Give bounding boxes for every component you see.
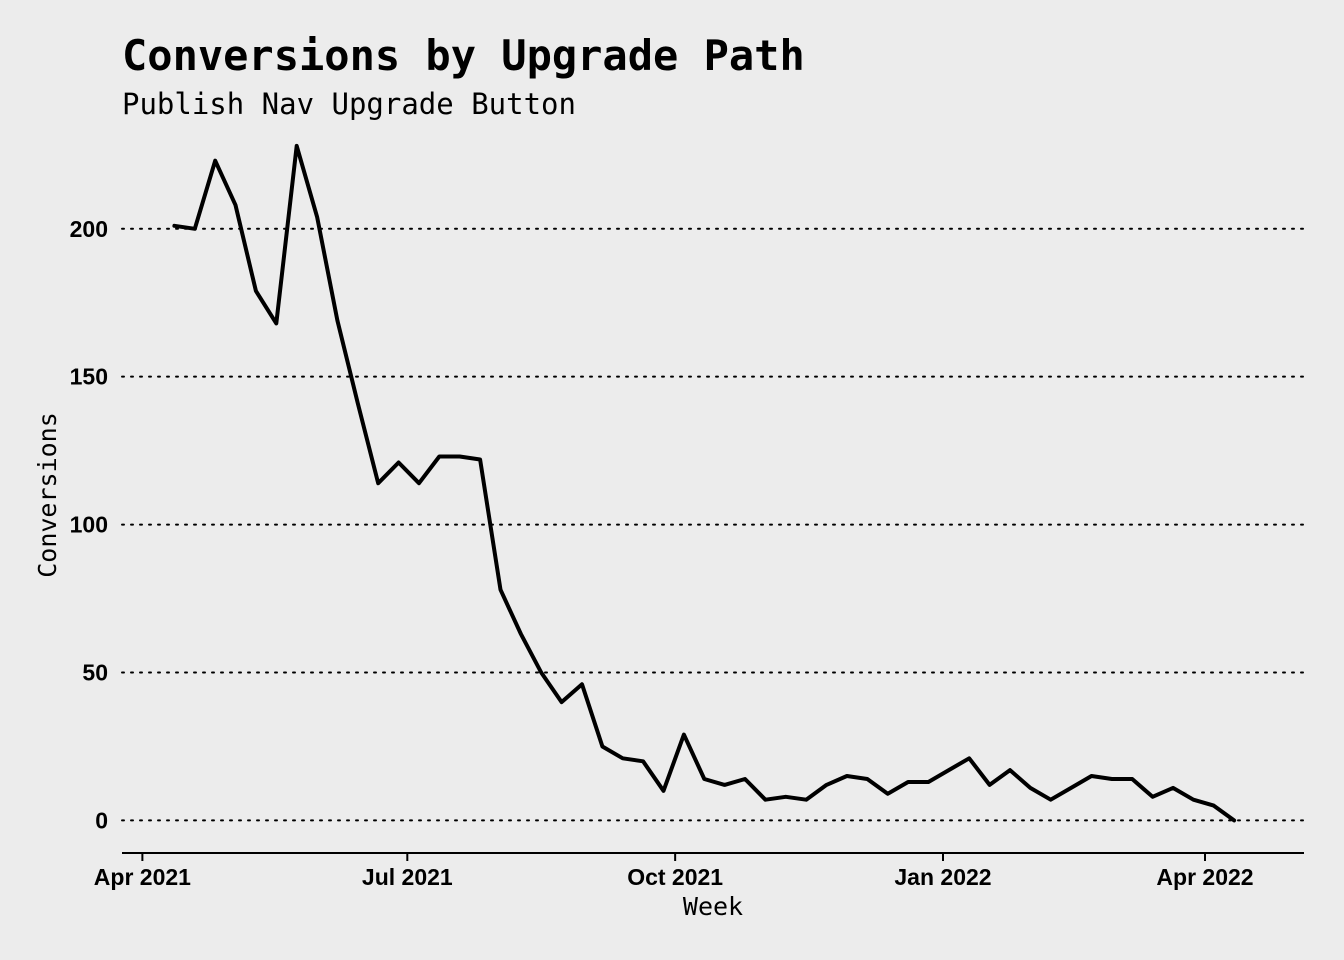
chart-title: Conversions by Upgrade Path <box>122 31 805 80</box>
axes: 0 50 100 150 200 Apr 2021 Jul 2021 Oct 2021 Jan … <box>70 216 1304 890</box>
y-tick-label: 100 <box>70 512 108 538</box>
y-tick-label: 0 <box>95 807 108 833</box>
series-line-0 <box>172 143 1237 823</box>
x-tick-label: Apr 2021 <box>94 864 191 890</box>
gridlines <box>121 227 1305 822</box>
chart-subtitle: Publish Nav Upgrade Button <box>122 87 576 121</box>
x-tick-label: Jan 2022 <box>894 864 991 890</box>
y-axis-title: Conversions <box>33 412 62 578</box>
y-tick-label: 50 <box>82 660 108 686</box>
y-tick-label: 150 <box>70 364 108 390</box>
x-tick-label: Jul 2021 <box>362 864 453 890</box>
y-tick-label: 200 <box>70 216 108 242</box>
series-layer <box>172 143 1237 823</box>
x-axis-title: Week <box>683 892 743 921</box>
x-tick-label: Oct 2021 <box>627 864 723 890</box>
x-tick-label: Apr 2022 <box>1156 864 1253 890</box>
